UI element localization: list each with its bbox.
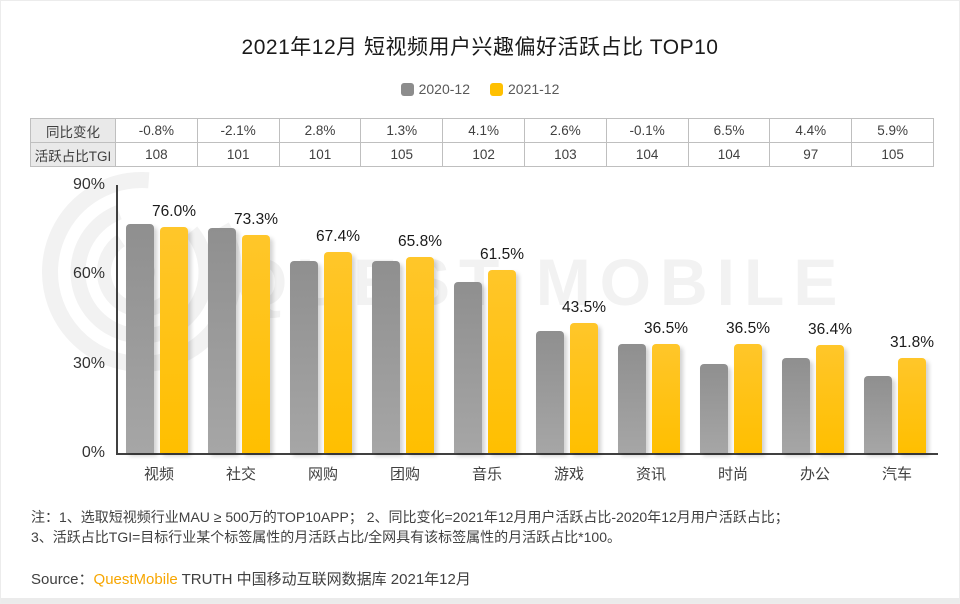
table-cell: 2.6% xyxy=(523,118,607,143)
data-label-办公: 36.4% xyxy=(808,320,852,338)
bar-2020-12-汽车 xyxy=(864,375,892,453)
table-cell: 1.3% xyxy=(360,118,444,143)
category-label-办公: 办公 xyxy=(799,466,831,483)
bar-2020-12-时尚 xyxy=(700,363,728,453)
table-cell: 104 xyxy=(605,142,689,167)
bar-2021-12-团购 xyxy=(406,257,434,453)
table-row: 同比变化 -0.8% -2.1% 2.8% 1.3% 4.1% 2.6% -0.1% 6.5% 4… xyxy=(30,118,934,143)
legend-label: 2021-12 xyxy=(508,81,560,97)
table-cell: 4.4% xyxy=(769,118,853,143)
y-axis: 90% 60% 30% 0% xyxy=(1,176,105,461)
category-label-网购: 网购 xyxy=(307,466,339,483)
category-label-社交: 社交 xyxy=(225,466,257,483)
y-tick-label: 60% xyxy=(72,265,105,283)
source-suffix: TRUTH 中国移动互联网数据库 2021年12月 xyxy=(177,571,471,588)
data-label-团购: 65.8% xyxy=(398,233,442,251)
legend-swatch-2020-12 xyxy=(400,82,414,96)
stats-table: 同比变化 -0.8% -2.1% 2.8% 1.3% 4.1% 2.6% -0.1% 6.5% 4… xyxy=(30,118,934,167)
table-cell: 101 xyxy=(278,142,362,167)
bar-2021-12-社交 xyxy=(242,234,270,453)
slide-bottom-edge xyxy=(1,598,959,603)
bar-2020-12-社交 xyxy=(208,228,236,453)
table-cell: -0.8% xyxy=(115,118,198,143)
bar-2020-12-音乐 xyxy=(454,282,482,453)
table-cell: 5.9% xyxy=(851,118,934,143)
bar-2021-12-视频 xyxy=(160,226,188,453)
table-row-label: 同比变化 xyxy=(30,118,116,143)
data-label-音乐: 61.5% xyxy=(480,245,524,263)
data-label-网购: 67.4% xyxy=(316,228,360,246)
bar-2020-12-视频 xyxy=(126,224,154,453)
bar-2021-12-汽车 xyxy=(898,358,926,453)
table-cell: 103 xyxy=(523,142,607,167)
category-label-团购: 团购 xyxy=(389,466,421,483)
table-cell: 4.1% xyxy=(442,118,525,143)
data-label-汽车: 31.8% xyxy=(890,334,934,352)
category-label-汽车: 汽车 xyxy=(881,466,913,483)
source-line: Source：QuestMobile TRUTH 中国移动互联网数据库 2021… xyxy=(31,568,471,589)
bar-2020-12-办公 xyxy=(782,357,810,453)
source-prefix: Source： xyxy=(31,571,94,588)
data-label-视频: 76.0% xyxy=(152,202,196,220)
bar-2021-12-网购 xyxy=(324,252,352,453)
table-cell: 108 xyxy=(115,142,198,167)
y-tick-label: 90% xyxy=(72,176,105,193)
legend-swatch-2021-12 xyxy=(490,82,503,96)
plot-area: 76.0% 视频 73.3% 社交 67.4% 网购 65.8% 团购 61.5% 音乐 43.5%… xyxy=(116,185,938,483)
legend-item-2020-12: 2020-12 xyxy=(400,81,470,97)
table-cell: -2.1% xyxy=(196,118,280,143)
table-cell: 104 xyxy=(687,142,771,167)
bar-2021-12-游戏 xyxy=(570,323,598,453)
bar-2021-12-资讯 xyxy=(652,344,680,453)
category-label-音乐: 音乐 xyxy=(471,466,503,483)
footnote-line-2: 3、活跃占比TGI=目标行业某个标签属性的月活跃占比/全网具有该标签属性的月活跃… xyxy=(31,529,621,545)
table-cell: -0.1% xyxy=(605,118,689,143)
legend-label: 2020-12 xyxy=(418,81,470,97)
bar-2021-12-音乐 xyxy=(488,269,516,453)
category-label-资讯: 资讯 xyxy=(635,466,667,483)
source-brand: QuestMobile xyxy=(93,571,178,588)
category-label-视频: 视频 xyxy=(143,466,175,483)
footnote-line-1: 注：1、选取短视频行业MAU ≥ 500万的TOP10APP； 2、同比变化=2… xyxy=(31,509,789,525)
bar-2020-12-网购 xyxy=(290,260,318,453)
table-row-label: 活跃占比TGI xyxy=(30,142,116,167)
footnotes: 注：1、选取短视频行业MAU ≥ 500万的TOP10APP； 2、同比变化=2… xyxy=(31,507,935,547)
category-label-时尚: 时尚 xyxy=(717,466,749,483)
y-tick-label: 0% xyxy=(81,444,105,461)
page-title: 2021年12月 短视频用户兴趣偏好活跃占比 TOP10 xyxy=(241,36,719,59)
bar-2020-12-游戏 xyxy=(536,331,564,453)
legend: 2020-12 2021-12 xyxy=(1,81,959,97)
bar-2020-12-资讯 xyxy=(618,344,646,453)
bar-2020-12-团购 xyxy=(372,260,400,453)
bar-2021-12-办公 xyxy=(816,344,844,453)
table-cell: 105 xyxy=(851,142,934,167)
data-label-社交: 73.3% xyxy=(234,210,278,228)
y-tick-label: 30% xyxy=(72,354,105,372)
table-cell: 105 xyxy=(360,142,444,167)
table-cell: 101 xyxy=(196,142,280,167)
data-label-时尚: 36.5% xyxy=(726,320,770,338)
legend-item-2021-12: 2021-12 xyxy=(490,81,559,97)
table-row: 活跃占比TGI 108 101 101 105 102 103 104 104 97 105 xyxy=(30,142,934,167)
data-label-资讯: 36.5% xyxy=(644,320,688,338)
table-cell: 2.8% xyxy=(278,118,362,143)
bar-2021-12-时尚 xyxy=(734,344,762,453)
category-label-游戏: 游戏 xyxy=(553,466,585,483)
table-cell: 97 xyxy=(769,142,853,167)
stats-table-body: 同比变化 -0.8% -2.1% 2.8% 1.3% 4.1% 2.6% -0.1% 6.5% 4… xyxy=(30,118,934,167)
data-label-游戏: 43.5% xyxy=(562,299,606,317)
table-cell: 102 xyxy=(442,142,525,167)
table-cell: 6.5% xyxy=(687,118,771,143)
